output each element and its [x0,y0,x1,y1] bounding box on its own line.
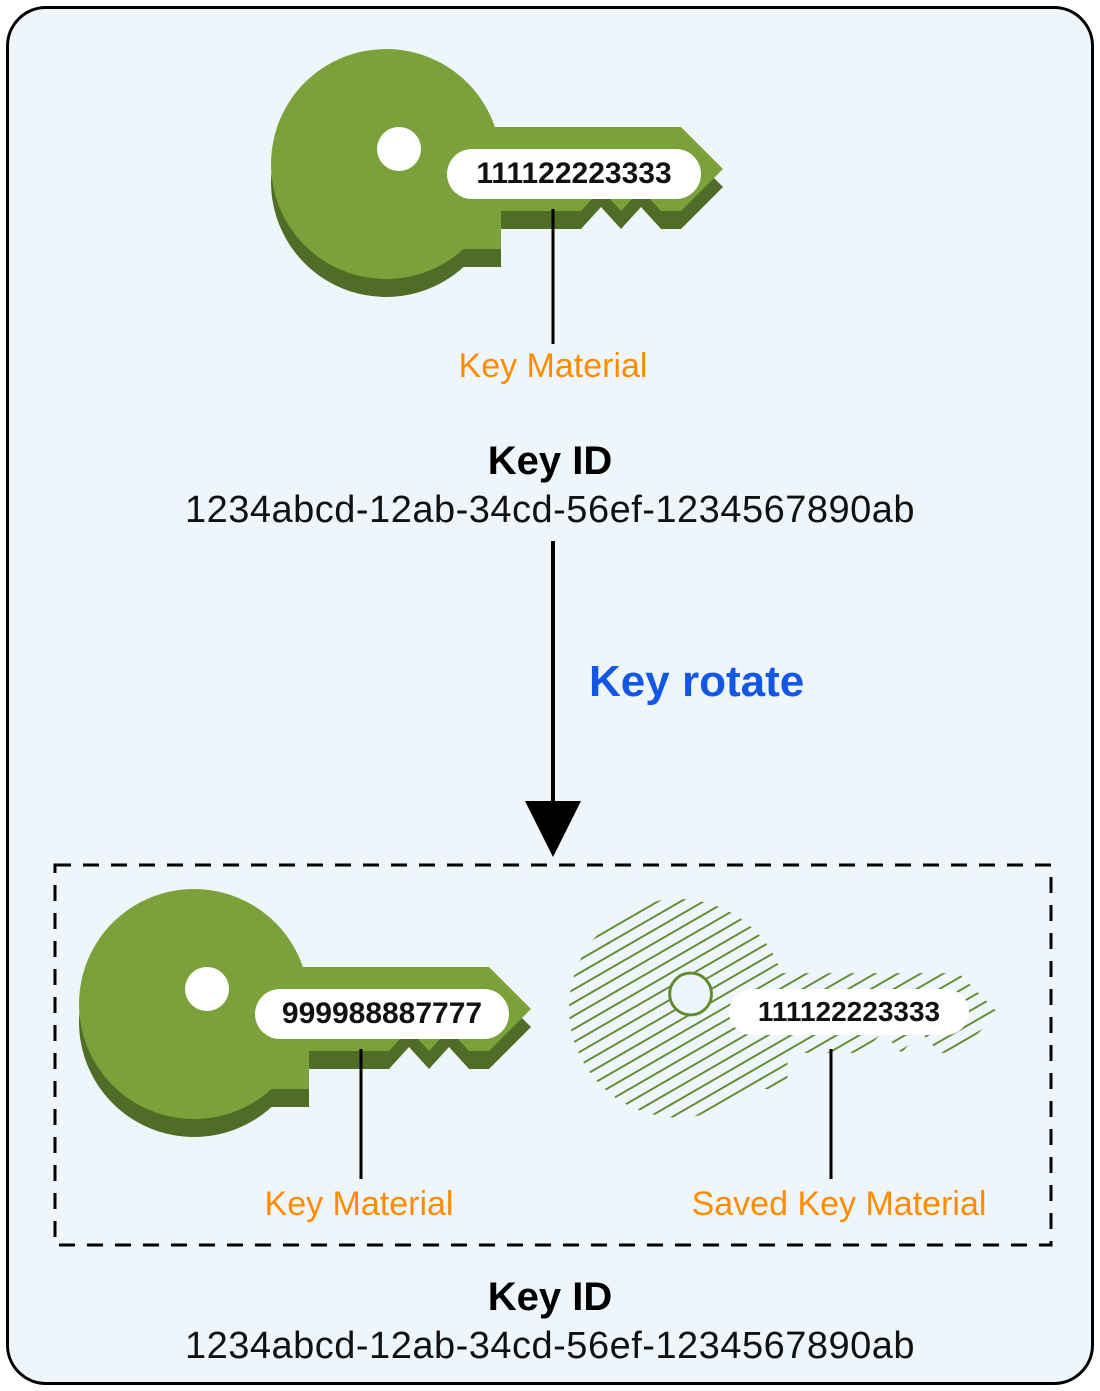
after-new-key-material-label: Key Material [159,1185,559,1224]
diagram-svg [9,9,1097,1388]
before-key-id-value: 1234abcd-12ab-34cd-56ef-1234567890ab [9,489,1091,532]
after-key-id-label: Key ID [9,1275,1091,1320]
after-new-key-material-value: 999988887777 [282,997,482,1030]
before-key-material-pill: 111122223333 [447,149,701,199]
before-key-id-label: Key ID [9,439,1091,484]
after-new-key-material-pill: 999988887777 [255,989,509,1039]
after-key-id-value: 1234abcd-12ab-34cd-56ef-1234567890ab [9,1325,1091,1368]
before-key-material-label: Key Material [9,347,1097,386]
after-saved-key-material-value: 111122223333 [758,996,940,1027]
after-saved-key-material-label: Saved Key Material [619,1185,1059,1224]
before-key-material-value: 111122223333 [476,157,671,190]
key-rotate-label: Key rotate [589,657,804,707]
after-saved-key-material-pill: 111122223333 [729,989,969,1035]
diagram-card: 111122223333 Key Material Key ID 1234abc… [6,6,1094,1385]
